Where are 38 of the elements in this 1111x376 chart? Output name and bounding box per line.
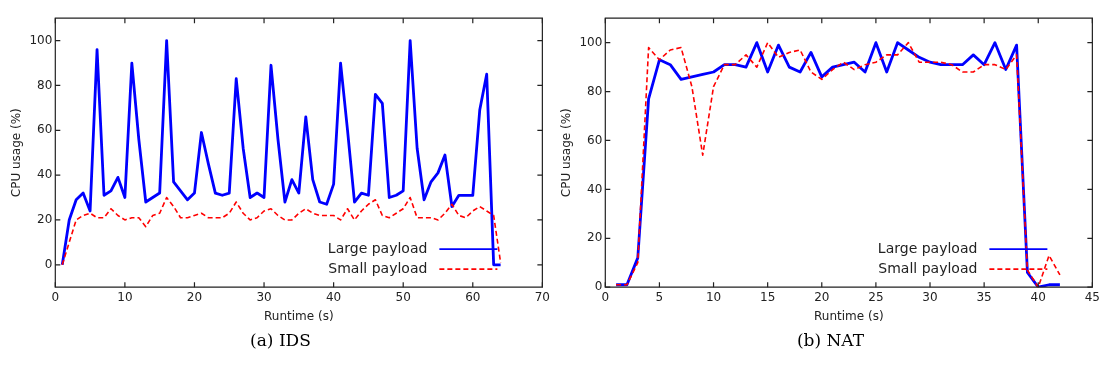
y-tick-label: 40 bbox=[37, 167, 53, 182]
y-tick-label: 80 bbox=[37, 77, 53, 92]
x-tick-label: 30 bbox=[256, 289, 272, 304]
y-tick-label: 60 bbox=[587, 132, 603, 147]
x-tick-label: 35 bbox=[976, 289, 992, 304]
text: (b) NAT bbox=[795, 330, 866, 350]
y-tick-label: 100 bbox=[579, 34, 603, 49]
legend-label: Large payload bbox=[877, 239, 978, 256]
x-axis-title: Runtime (s) bbox=[264, 308, 334, 323]
x-tick-label: 40 bbox=[325, 289, 342, 304]
legend-label: Large payload bbox=[327, 239, 428, 256]
y-tick-label: 100 bbox=[29, 32, 53, 47]
x-tick-label: 60 bbox=[465, 289, 481, 304]
y-tick-label: 20 bbox=[37, 212, 53, 227]
legend-label: Small payload bbox=[878, 259, 978, 276]
y-tick-label: 60 bbox=[37, 122, 53, 137]
x-tick-label: 10 bbox=[117, 289, 133, 304]
y-axis-title: CPU usage (%) bbox=[9, 108, 24, 198]
y-tick-label: 80 bbox=[587, 83, 603, 98]
x-tick-label: 15 bbox=[760, 289, 776, 304]
x-tick-label: 45 bbox=[1084, 289, 1101, 304]
y-tick-label: 40 bbox=[587, 181, 603, 196]
x-tick-label: 10 bbox=[705, 289, 722, 304]
y-tick-label: 20 bbox=[587, 230, 603, 245]
x-tick-label: 20 bbox=[814, 289, 830, 304]
x-tick-label: 5 bbox=[655, 289, 664, 304]
x-axis-title: Runtime (s) bbox=[814, 308, 884, 323]
y-tick-label: 0 bbox=[594, 279, 603, 294]
legend-label: Small payload bbox=[328, 259, 428, 276]
text: (a) IDS bbox=[249, 330, 312, 350]
x-tick-label: 70 bbox=[534, 289, 551, 304]
y-axis-title: CPU usage (%) bbox=[559, 108, 574, 198]
x-tick-label: 40 bbox=[1030, 289, 1046, 304]
x-tick-label: 25 bbox=[868, 289, 884, 304]
x-tick-label: 30 bbox=[922, 289, 938, 304]
y-tick-label: 0 bbox=[44, 256, 53, 271]
x-tick-label: 50 bbox=[395, 289, 411, 304]
x-tick-label: 20 bbox=[186, 289, 203, 304]
